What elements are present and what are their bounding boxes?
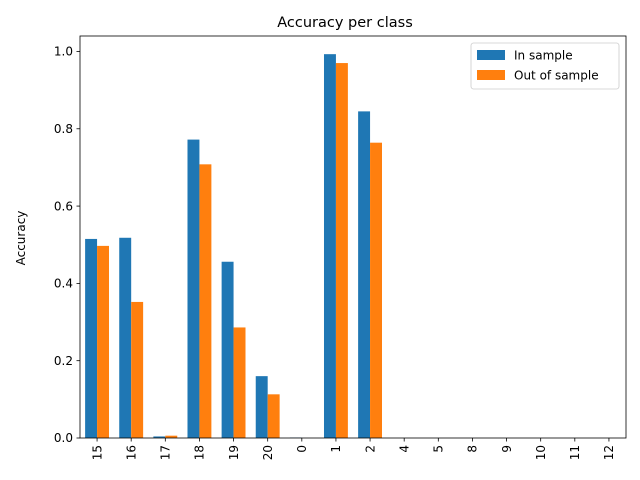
bar-in-sample-17 (153, 436, 166, 438)
legend: In sample Out of sample (470, 42, 620, 90)
bar-in-sample-16 (119, 237, 132, 438)
x-tick-label: 10 (534, 445, 548, 460)
x-tick-label: 18 (193, 445, 207, 460)
y-tick-label: 0.8 (54, 122, 73, 136)
bars-group (85, 54, 382, 439)
axes-group: 0.00.20.40.60.81.015 16 17 18 19 20 0 1 2 4 5 8 9 10 1… (54, 35, 627, 460)
bar-in-sample-15 (85, 238, 98, 438)
x-tick-label: 4 (397, 445, 411, 453)
legend-swatch-in-sample (477, 50, 505, 60)
legend-label-out-of-sample: Out of sample (514, 69, 599, 83)
bar-out-of-sample-19 (233, 327, 246, 438)
x-tick-label: 1 (329, 445, 343, 453)
legend-label-in-sample: In sample (514, 49, 573, 63)
legend-swatch-out-of-sample (477, 70, 505, 80)
x-tick-label: 9 (500, 445, 514, 453)
bar-out-of-sample-20 (267, 394, 280, 438)
bar-out-of-sample-17 (165, 435, 178, 438)
chart-title: Accuracy per class (277, 15, 413, 31)
y-tick-label: 0.2 (54, 354, 73, 368)
bar-in-sample-19 (221, 261, 234, 438)
y-axis-label: Accuracy (14, 211, 28, 266)
bar-out-of-sample-16 (131, 301, 144, 438)
legend-box (470, 42, 620, 90)
x-tick-label: 15 (90, 445, 104, 460)
bar-out-of-sample-1 (335, 63, 348, 439)
x-tick-label: 16 (124, 445, 138, 460)
y-tick-label: 0.0 (54, 431, 73, 445)
y-tick-label: 0.6 (54, 199, 73, 213)
x-tick-label: 12 (602, 445, 616, 460)
y-tick-label: 0.4 (54, 277, 73, 291)
x-tick-label: 0 (295, 445, 309, 453)
bar-in-sample-2 (358, 111, 371, 439)
bar-out-of-sample-18 (199, 164, 212, 438)
x-tick-label: 19 (227, 445, 241, 460)
x-tick-label: 2 (363, 445, 377, 453)
plot-frame (79, 35, 627, 439)
bar-out-of-sample-15 (97, 245, 109, 438)
bar-out-of-sample-2 (370, 142, 382, 438)
bar-in-sample-18 (187, 139, 200, 438)
y-tick-label: 1.0 (54, 45, 73, 59)
bar-in-sample-20 (255, 376, 268, 438)
x-tick-label: 17 (159, 445, 173, 460)
x-tick-label: 20 (261, 445, 275, 460)
bar-in-sample-1 (323, 54, 336, 439)
x-tick-label: 11 (568, 445, 582, 460)
x-tick-label: 5 (432, 445, 446, 453)
x-tick-label: 8 (466, 445, 480, 453)
